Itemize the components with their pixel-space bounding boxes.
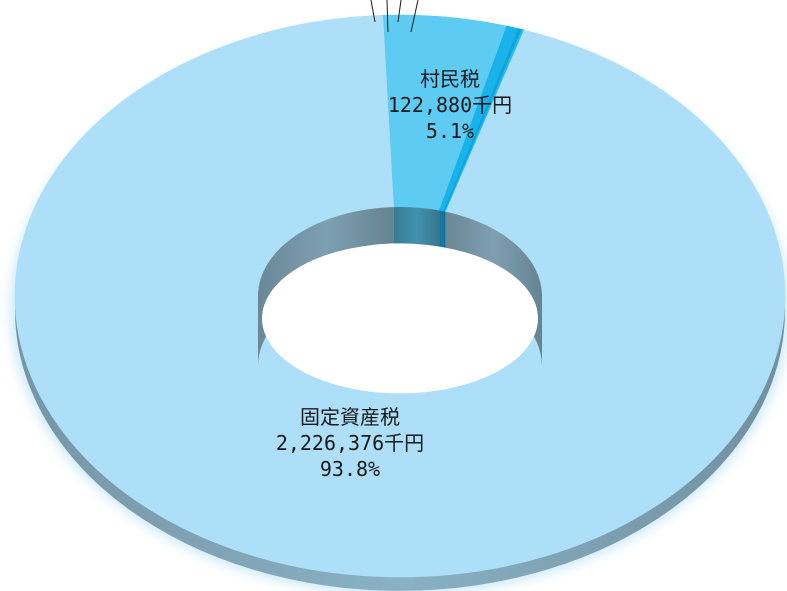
donut-inner-walls: [258, 207, 542, 394]
donut-hole: [262, 243, 538, 394]
slice-name-label-4: 固定資産税: [300, 405, 400, 429]
leader-line-2: [397, 0, 402, 23]
slice-percent-label-0: 5.1%: [426, 119, 474, 143]
slice-name-label-0: 村民税: [420, 67, 480, 91]
donut-slices: [14, 14, 786, 578]
leader-line-0: [370, 0, 376, 23]
slice-value-label-4: 2,226,376千円: [276, 431, 424, 455]
leader-lines: [370, 0, 419, 33]
slice-percent-label-4: 93.8%: [320, 457, 380, 481]
slice-value-label-0: 122,880千円: [388, 93, 512, 117]
leader-line-3: [410, 0, 419, 33]
leader-line-1: [386, 0, 389, 33]
